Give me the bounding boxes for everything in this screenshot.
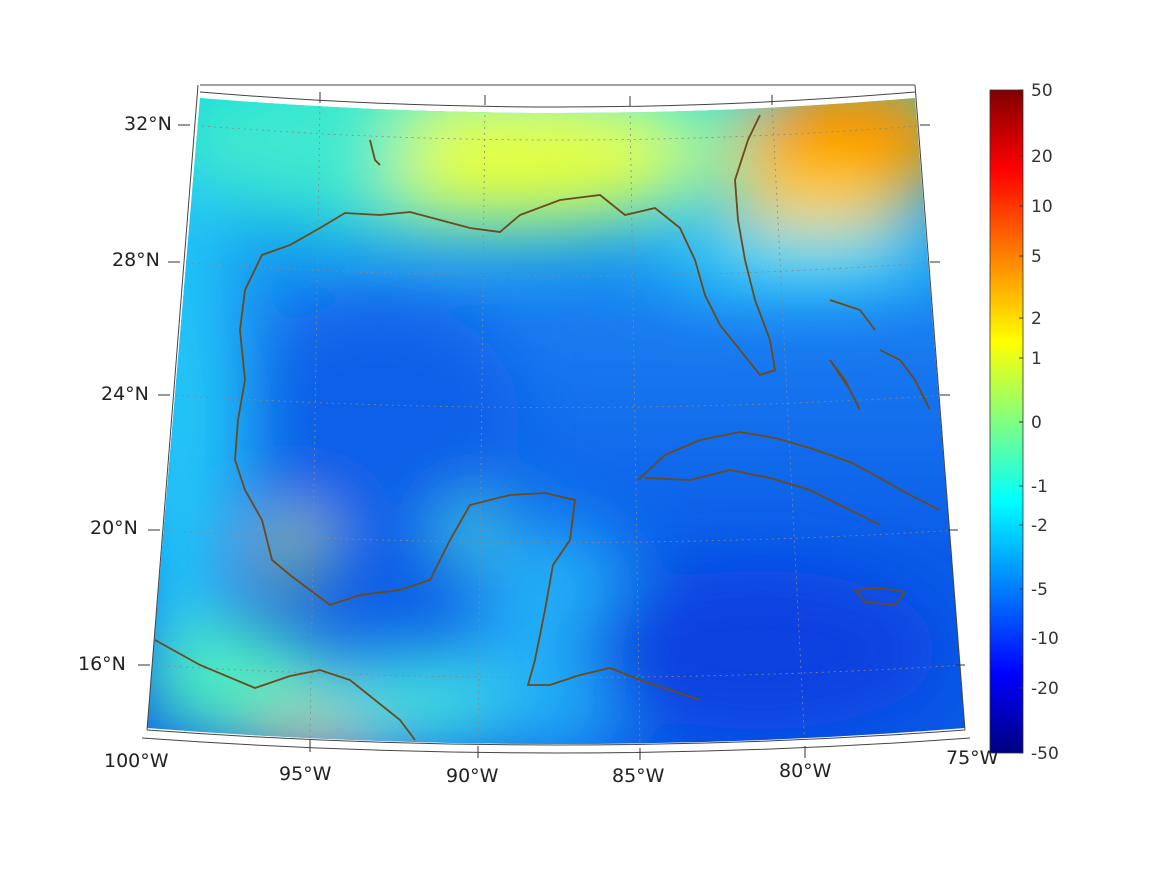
data-field bbox=[147, 98, 965, 744]
lon-label: 95°W bbox=[279, 763, 332, 785]
colorbar-tick-label: 5 bbox=[1031, 247, 1042, 267]
lat-label: 20°N bbox=[90, 517, 138, 539]
colorbar-tick-label: -5 bbox=[1031, 580, 1048, 600]
coastlines bbox=[154, 114, 941, 741]
lat-label: 24°N bbox=[101, 383, 149, 405]
longitude-labels: 100°W 95°W 90°W 85°W 80°W 75°W bbox=[104, 747, 999, 787]
colorbar-tick-label: 0 bbox=[1031, 413, 1042, 433]
colorbar-tick-label: 20 bbox=[1031, 147, 1053, 167]
lat-label: 32°N bbox=[124, 113, 172, 135]
lon-label: 100°W bbox=[104, 750, 169, 772]
lon-label: 80°W bbox=[779, 760, 832, 782]
lon-label: 75°W bbox=[946, 747, 999, 769]
colorbar-tick-label: -1 bbox=[1031, 477, 1048, 497]
lat-label: 28°N bbox=[112, 249, 160, 271]
colorbar-tick-label: -10 bbox=[1031, 629, 1059, 649]
colorbar-tick-label: -50 bbox=[1031, 744, 1059, 764]
lon-label: 90°W bbox=[446, 765, 499, 787]
colorbar-gradient bbox=[989, 89, 1024, 754]
frame-ticks bbox=[138, 92, 965, 760]
colorbar-tick-label: 2 bbox=[1031, 309, 1042, 329]
colorbar-tick-label: -20 bbox=[1031, 679, 1059, 699]
colorbar-tick-label: -2 bbox=[1031, 516, 1048, 536]
lat-label: 16°N bbox=[78, 653, 126, 675]
graticule bbox=[149, 99, 965, 744]
colorbar-tick-label: 50 bbox=[1031, 81, 1053, 101]
map-frame bbox=[141, 84, 971, 754]
colorbar-tick-label: 10 bbox=[1031, 197, 1053, 217]
latitude-labels: 32°N 28°N 24°N 20°N 16°N bbox=[78, 113, 172, 675]
colorbar-tick-label: 1 bbox=[1031, 349, 1042, 369]
lon-label: 85°W bbox=[612, 765, 665, 787]
